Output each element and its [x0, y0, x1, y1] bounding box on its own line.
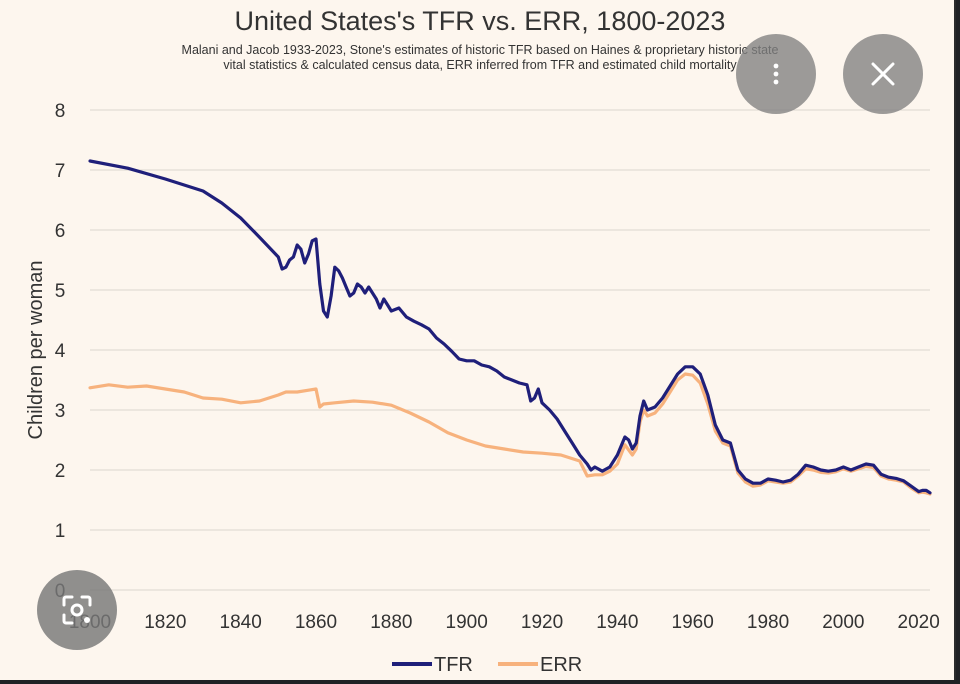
chart-subtitle-line-1: Malani and Jacob 1933-2023, Stone's esti… — [181, 43, 779, 57]
chart-subtitle: Malani and Jacob 1933-2023, Stone's esti… — [80, 43, 880, 73]
y-tick-label: 5 — [55, 281, 66, 302]
x-tick-label: 2000 — [822, 612, 864, 633]
y-tick-label: 4 — [55, 341, 66, 362]
chart-subtitle-line-2: vital statistics & calculated census dat… — [223, 58, 737, 72]
y-axis-title: Children per woman — [25, 261, 47, 440]
lens-search-icon — [62, 595, 92, 625]
chart-title: United States's TFR vs. ERR, 1800-2023 — [234, 6, 726, 36]
y-tick-label: 2 — [55, 461, 66, 482]
series-line-err — [88, 372, 932, 496]
y-tick-label: 7 — [55, 161, 66, 182]
series-line-tfr — [88, 159, 932, 495]
lens-search-button[interactable] — [37, 570, 117, 650]
y-tick-label: 6 — [55, 221, 66, 242]
x-tick-label: 1820 — [144, 612, 186, 633]
close-button[interactable] — [843, 34, 923, 114]
legend-label-err: ERR — [540, 654, 582, 676]
y-axis-ticks: 012345678 — [55, 101, 66, 602]
more-vert-icon — [773, 63, 779, 85]
x-tick-label: 2020 — [898, 612, 940, 633]
legend-label-tfr: TFR — [434, 654, 473, 676]
x-tick-label: 1920 — [521, 612, 563, 633]
legend: TFR ERR — [392, 654, 582, 676]
y-tick-label: 8 — [55, 101, 66, 122]
series-lines — [88, 159, 932, 496]
more-options-button[interactable] — [736, 34, 816, 114]
y-tick-label: 1 — [55, 521, 66, 542]
x-tick-label: 1960 — [672, 612, 714, 633]
y-tick-label: 3 — [55, 401, 66, 422]
x-tick-label: 1880 — [370, 612, 412, 633]
x-tick-label: 1860 — [295, 612, 337, 633]
x-tick-label: 1840 — [220, 612, 262, 633]
x-tick-label: 1940 — [596, 612, 638, 633]
x-axis-ticks: 1800182018401860188019001920194019601980… — [69, 612, 940, 633]
gridlines — [90, 109, 930, 591]
close-icon — [871, 62, 895, 86]
x-tick-label: 1980 — [747, 612, 789, 633]
x-tick-label: 1900 — [446, 612, 488, 633]
